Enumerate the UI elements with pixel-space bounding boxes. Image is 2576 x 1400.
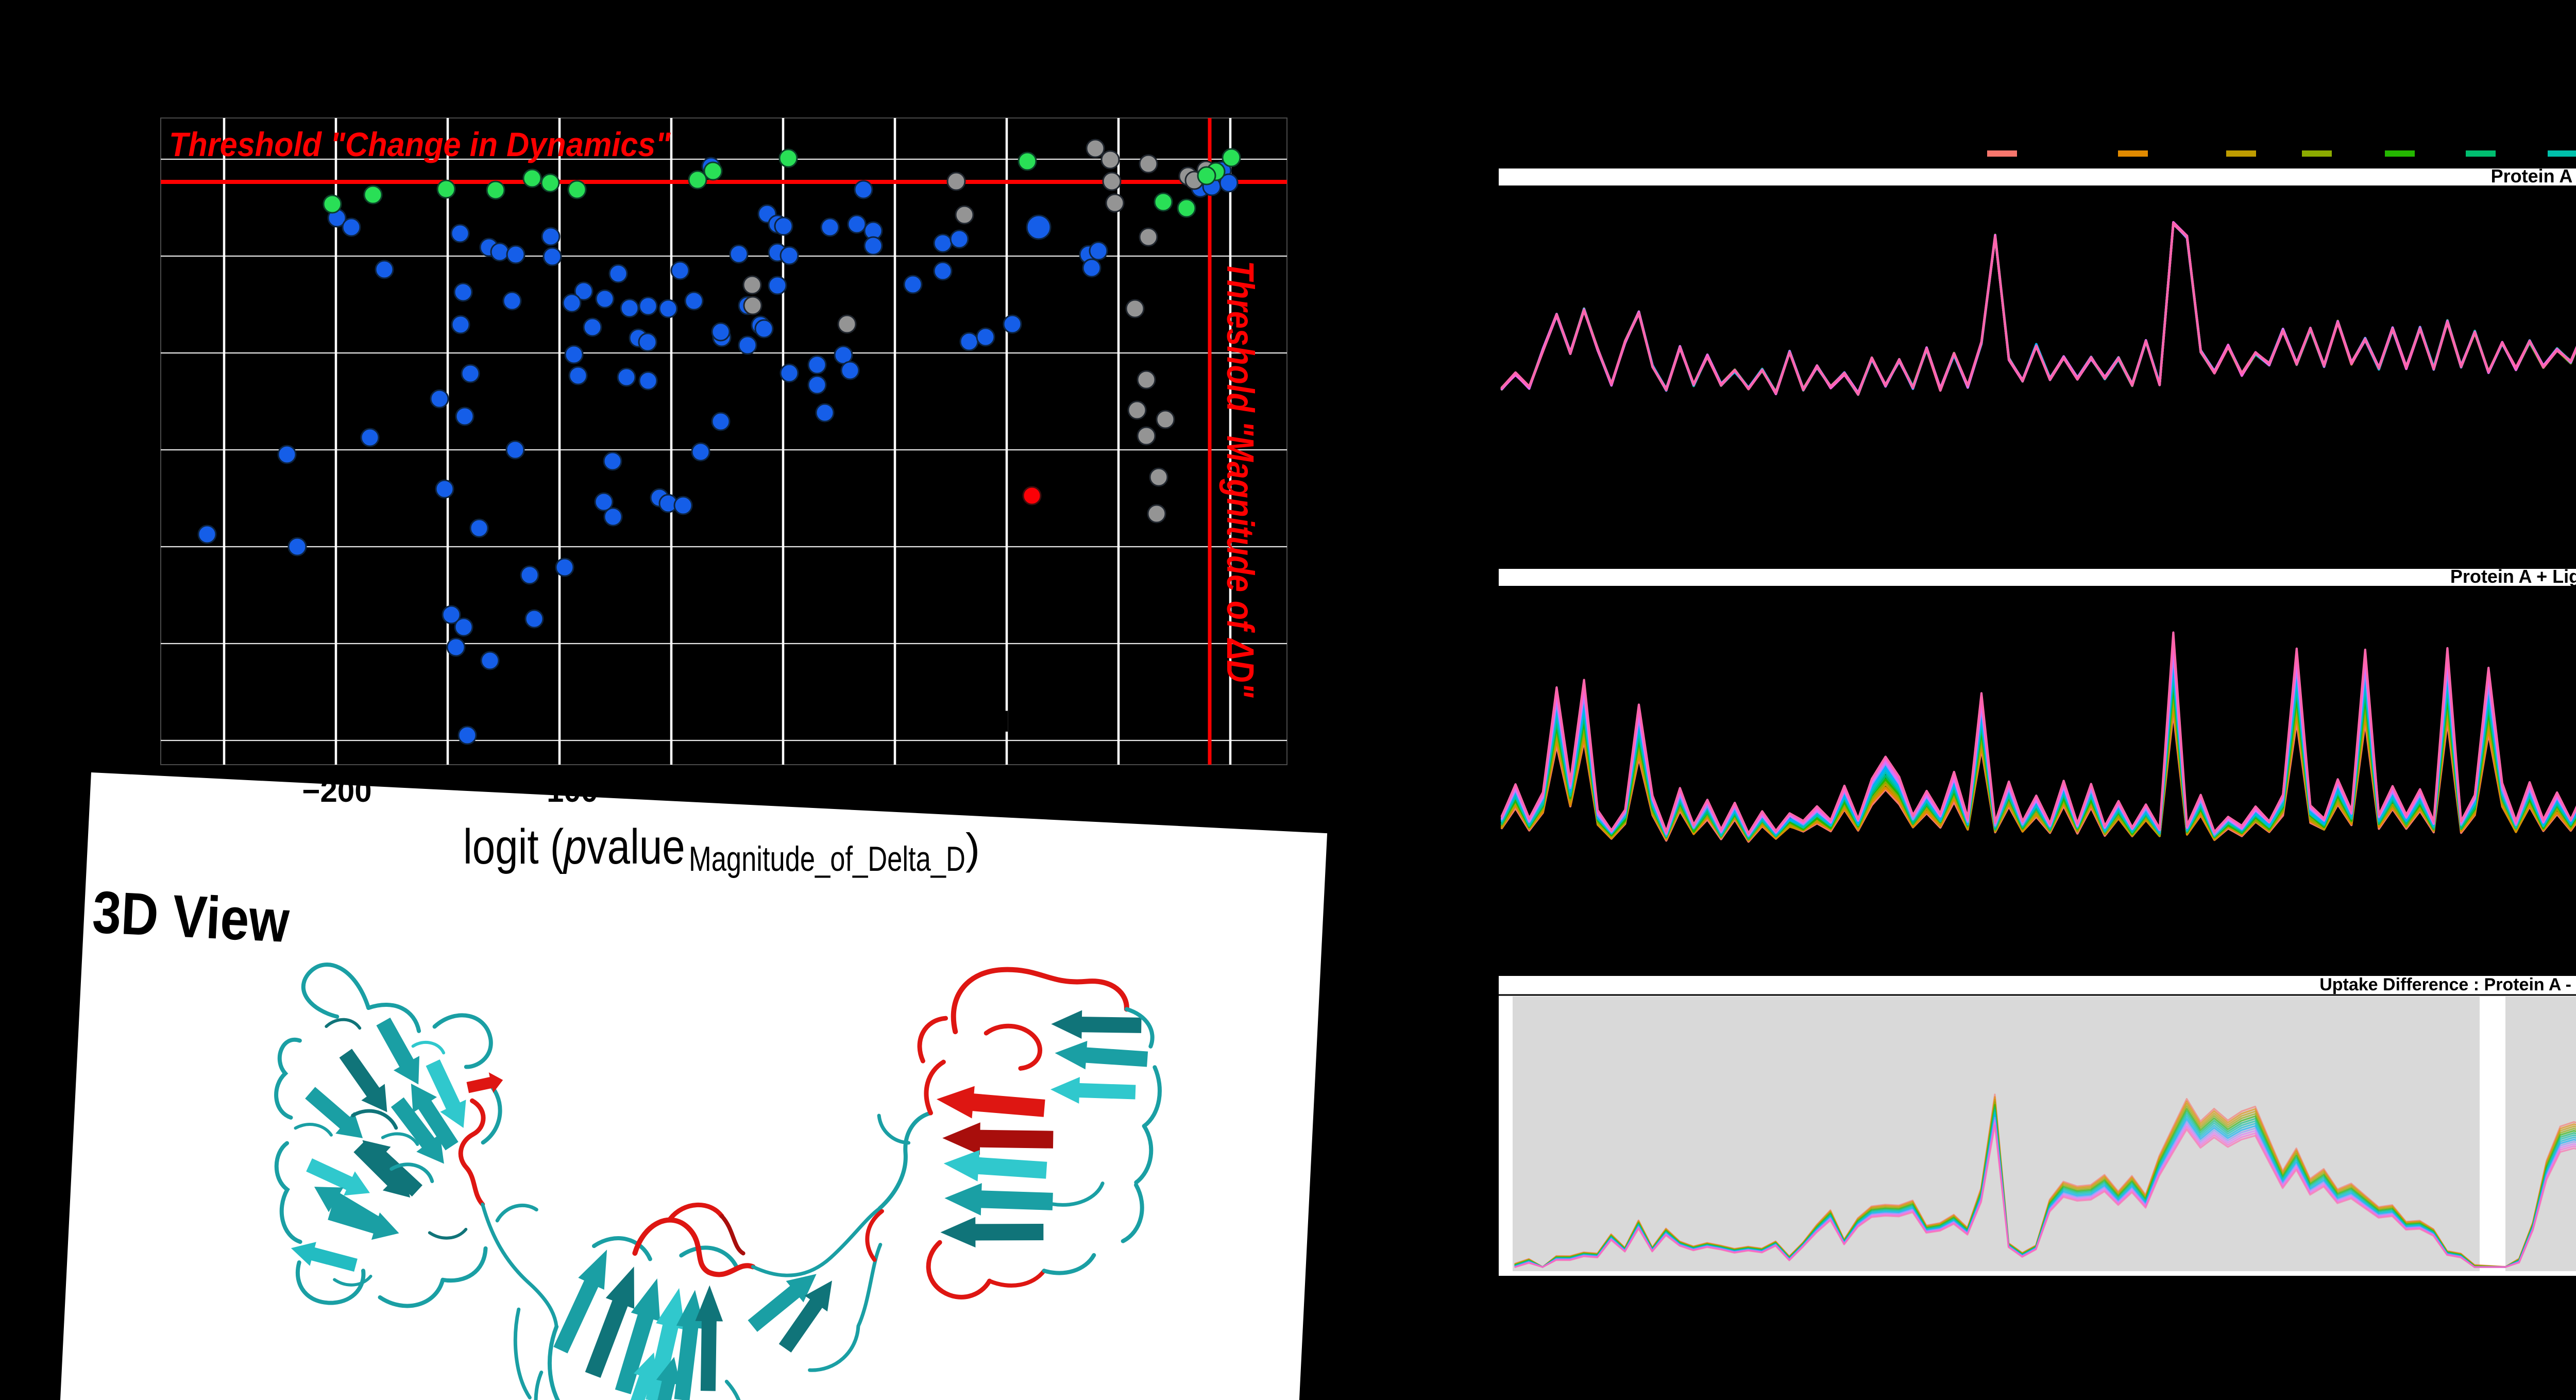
svg-text:logit (pvalue: logit (pvalue xyxy=(463,819,685,874)
svg-text:Protein A: Protein A xyxy=(2491,165,2573,187)
svg-text:−200: −200 xyxy=(302,774,371,808)
svg-text:Magnitude_of_Delta_D: Magnitude_of_Delta_D xyxy=(689,839,965,878)
svg-text:Protein A + Ligand: Protein A + Ligand xyxy=(2450,566,2576,587)
svg-text:): ) xyxy=(965,824,980,873)
svg-text:Threshold "Magnitude of ΔD": Threshold "Magnitude of ΔD" xyxy=(1219,261,1261,698)
svg-text:100: 100 xyxy=(547,774,598,808)
svg-text:Colour = 1: Colour = 1 xyxy=(963,705,1105,738)
svg-text:400: 400 xyxy=(781,774,833,808)
svg-text:Threshold "Change in Dynamics": Threshold "Change in Dynamics" xyxy=(169,126,671,164)
svg-text:Uptake Difference : Protein A: Uptake Difference : Protein A - (Protein… xyxy=(2319,975,2576,994)
svg-text:3D View: 3D View xyxy=(91,879,292,955)
